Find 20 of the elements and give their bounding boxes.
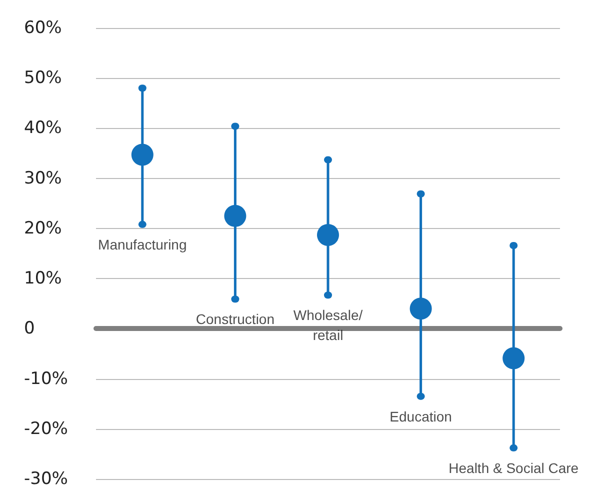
y-tick-label: 60% (24, 18, 62, 38)
y-tick-label: 40% (24, 118, 62, 138)
y-tick-label: 30% (24, 168, 62, 188)
point (224, 204, 246, 227)
y-tick-label: 0 (24, 318, 35, 339)
y-tick-label: -10% (24, 368, 68, 389)
y-tick-label: -20% (24, 418, 68, 439)
point (317, 224, 339, 246)
y-tick-label: 50% (24, 68, 62, 88)
point (502, 347, 525, 370)
point (410, 298, 432, 320)
x-tick-label: Manufacturing (98, 236, 187, 252)
x-tick-label: Health & Social Care (448, 460, 579, 476)
y-tick-label: -30% (24, 469, 68, 489)
x-tick-label: Education (390, 408, 452, 424)
x-tick-label: Wholesale/ retail (293, 307, 363, 344)
point (131, 144, 154, 166)
y-tick-label: 20% (24, 218, 62, 238)
x-tick-label: Construction (196, 311, 274, 328)
y-tick-label: 10% (24, 268, 62, 289)
